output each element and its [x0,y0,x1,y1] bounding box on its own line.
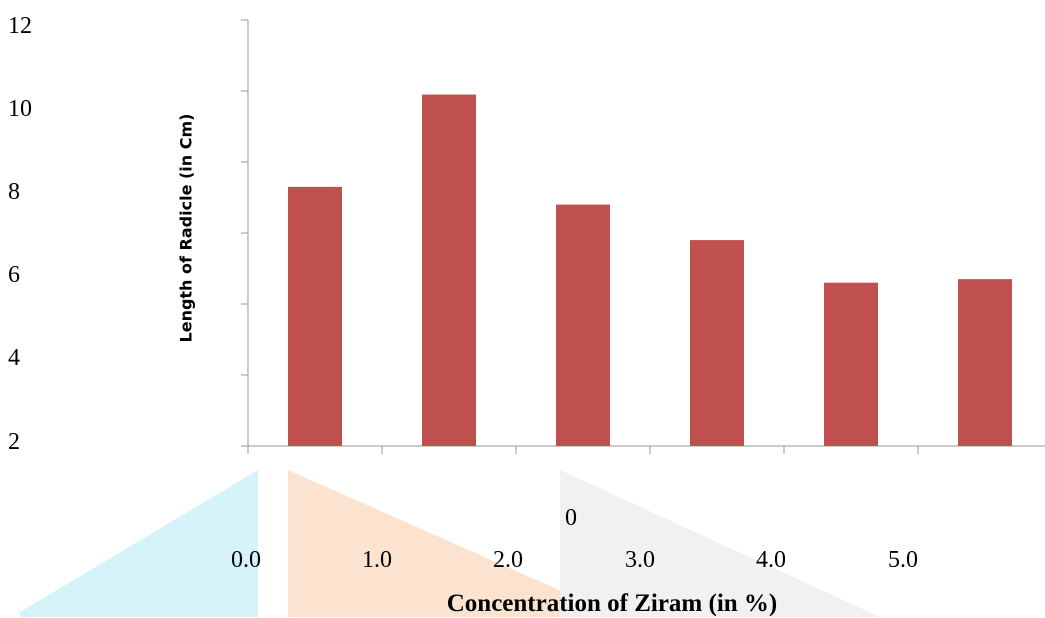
y-tick-label: 2 [8,429,20,455]
bar-3.0 [690,240,744,446]
x-axis-title: Concentration of Ziram (in %) [446,590,778,617]
x-tick-label: 0.0 [231,547,261,573]
x-tick-label: 4.0 [756,547,786,573]
y-axis-title: Length of Radicle (in Cm) [176,113,196,343]
bar-0.0 [288,186,342,446]
x-axis-origin-label: 0 [565,505,577,531]
bar-4.0 [824,282,878,446]
x-tick-label: 1.0 [362,547,392,573]
x-tick-label: 2.0 [493,547,523,573]
y-tick-label: 10 [8,96,32,122]
bar-5.0 [958,279,1012,446]
x-tick-label: 5.0 [888,547,918,573]
bar-2.0 [556,204,610,446]
y-tick-label: 4 [8,345,20,371]
y-tick-label: 12 [8,13,32,39]
y-tick-label: 6 [8,262,20,288]
bar-1.0 [422,94,476,447]
y-tick-label: 8 [8,179,20,205]
x-tick-label: 3.0 [625,547,655,573]
